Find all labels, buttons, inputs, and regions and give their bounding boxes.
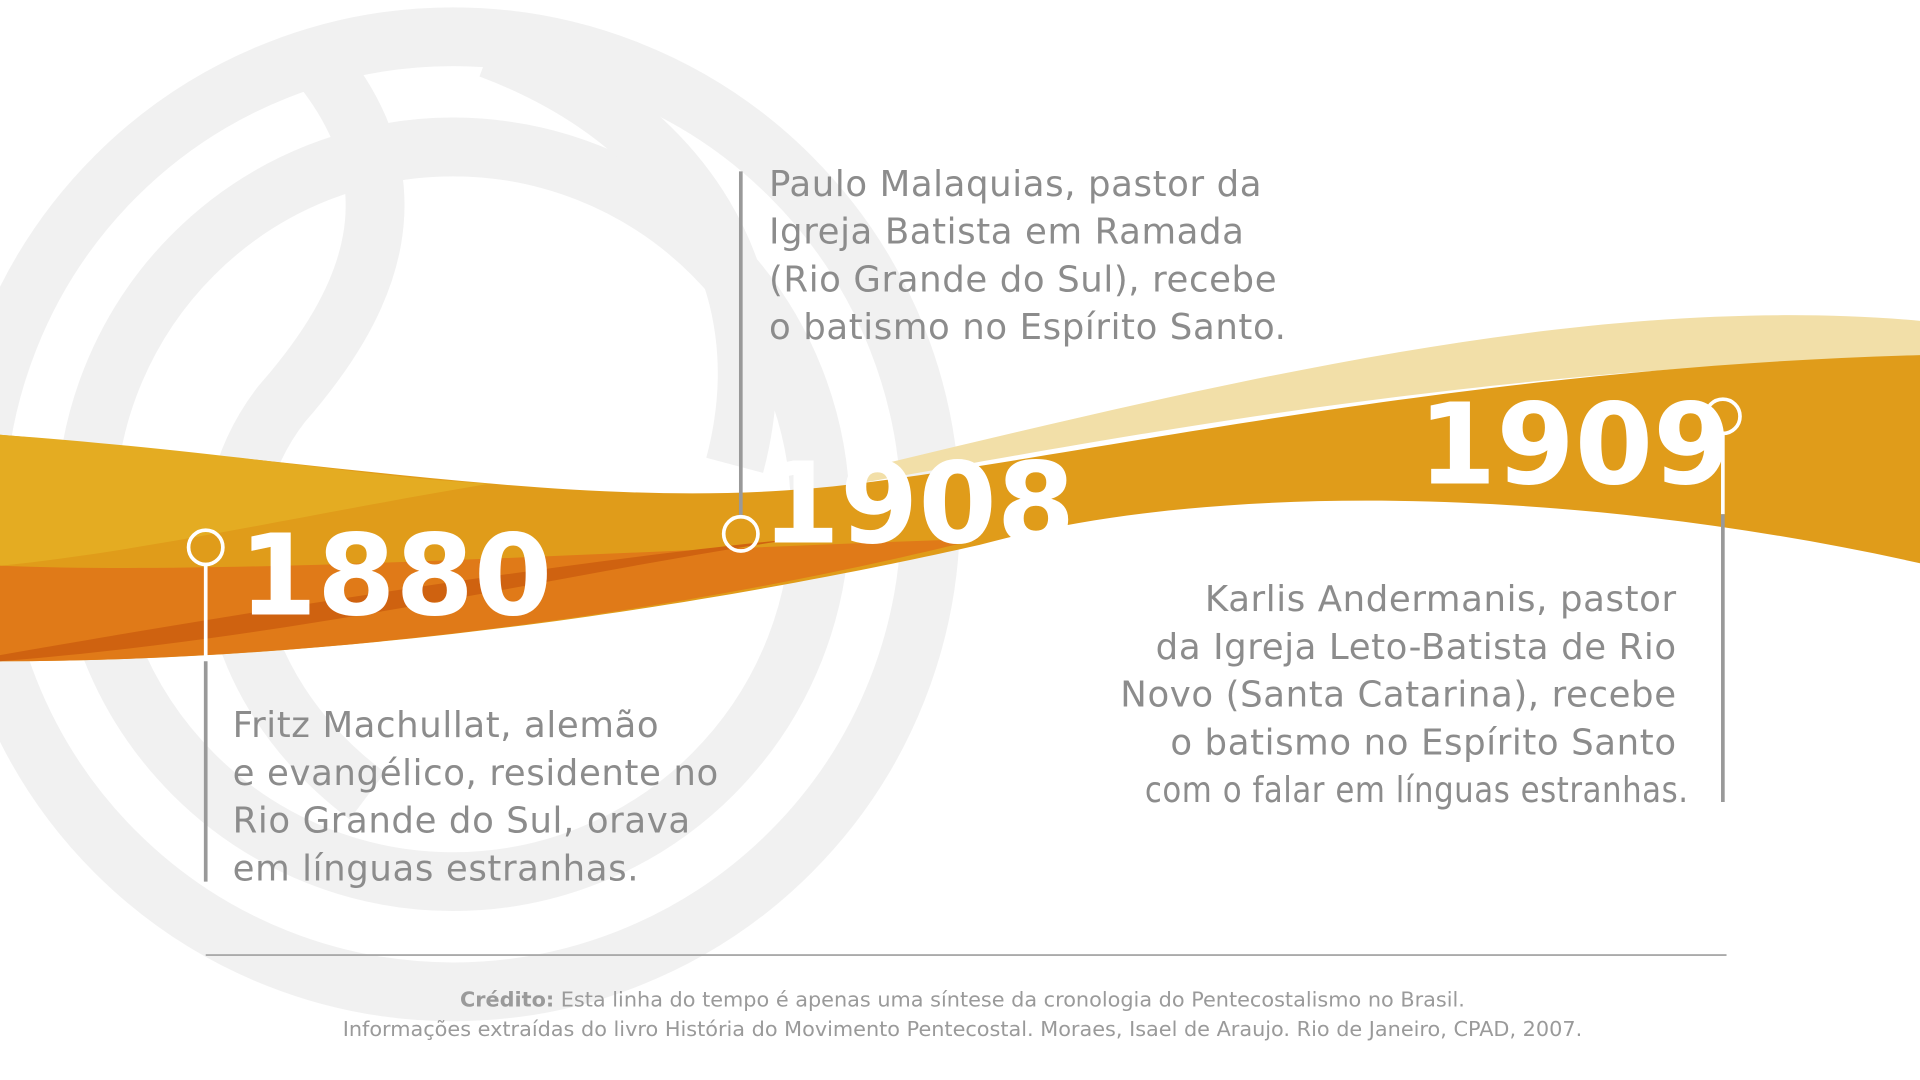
text-line: da Igreja Leto-Batista de Rio (1156, 627, 1677, 668)
event-text: Paulo Malaquias, pastor da Igreja Batist… (769, 164, 1289, 348)
markers (186, 171, 1742, 882)
year: 1909 (1418, 379, 1732, 511)
text-line: Crédito: (460, 988, 554, 1012)
text-line: (Rio Grande do Sul), recebe (769, 259, 1277, 300)
credit: Crédito: Esta linha do tempo é apenas um… (460, 988, 1465, 1012)
text-line: Esta linha do tempo é apenas uma síntese… (561, 988, 1465, 1012)
text-line: Igreja Batista em Ramada (769, 212, 1245, 253)
event-text: Karlis Andermanis, pastor da Igreja Leto… (1120, 579, 1688, 811)
credit: Informações extraídas do livro História … (343, 1017, 1583, 1041)
text-line: o batismo no Espírito Santo. (769, 307, 1287, 348)
event-text: Fritz Machullat, alemão e evangélico, re… (233, 705, 731, 889)
text-line: Novo (Santa Catarina), recebe (1120, 675, 1676, 716)
year: 1908 (762, 437, 1076, 569)
year: 1880 (239, 510, 553, 642)
text-line: Paulo Malaquias, pastor da (769, 164, 1262, 205)
text-line: Rio Grande do Sul, orava (233, 801, 691, 842)
text-line: Fritz Machullat, alemão (233, 705, 660, 746)
text-line: em línguas estranhas. (233, 848, 640, 889)
text-line: com o falar em línguas estranhas. (1145, 770, 1689, 811)
text-line: o batismo no Espírito Santo (1170, 722, 1676, 763)
text-line: e evangélico, residente no (233, 753, 719, 794)
wave (0, 315, 1920, 662)
text-line: Karlis Andermanis, pastor (1205, 579, 1677, 620)
